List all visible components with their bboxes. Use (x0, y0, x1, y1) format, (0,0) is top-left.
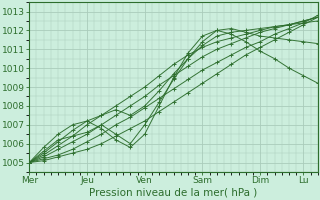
X-axis label: Pression niveau de la mer( hPa ): Pression niveau de la mer( hPa ) (90, 188, 258, 198)
